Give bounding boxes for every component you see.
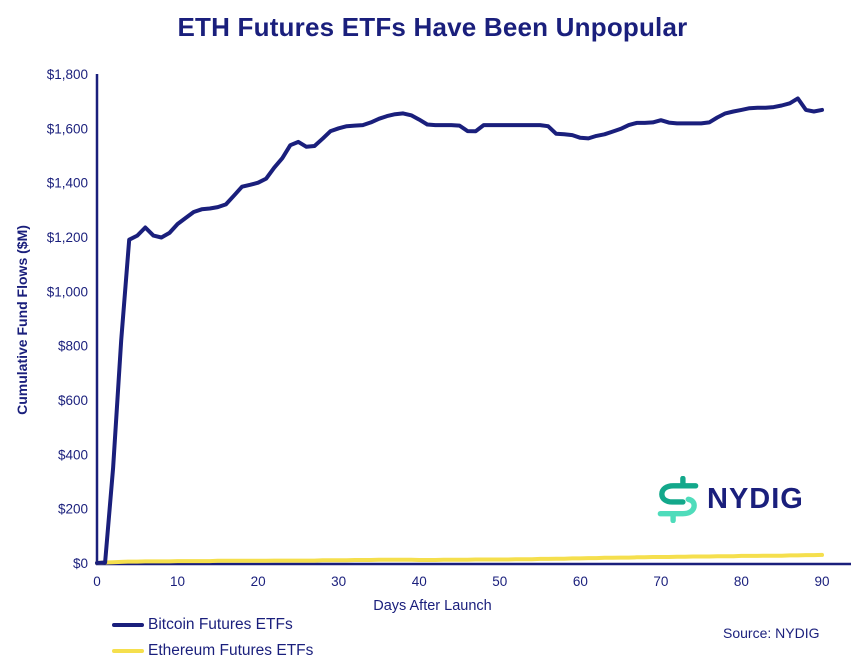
chart-title: ETH Futures ETFs Have Been Unpopular bbox=[177, 12, 688, 42]
nydig-dollar-icon bbox=[657, 476, 699, 523]
x-tick-label: 70 bbox=[653, 574, 668, 589]
x-tick-label: 60 bbox=[573, 574, 588, 589]
y-tick-label: $400 bbox=[58, 447, 88, 462]
x-tick-label: 90 bbox=[814, 574, 829, 589]
nydig-logo: NYDIG bbox=[656, 476, 804, 523]
y-tick-label: $800 bbox=[58, 339, 88, 354]
legend: Bitcoin Futures ETFs Ethereum Futures ET… bbox=[112, 612, 313, 661]
x-tick-label: 50 bbox=[492, 574, 507, 589]
x-tick-label: 30 bbox=[331, 574, 346, 589]
y-tick-label: $1,800 bbox=[47, 67, 88, 82]
y-tick-label: $1,400 bbox=[47, 176, 88, 191]
x-tick-label: 40 bbox=[412, 574, 427, 589]
bitcoin-futures-line bbox=[95, 96, 824, 565]
y-tick-label: $1,600 bbox=[47, 121, 88, 136]
source-note: Source: NYDIG bbox=[723, 625, 820, 641]
x-tick-label: 80 bbox=[734, 574, 749, 589]
ethereum-futures-line bbox=[95, 552, 824, 565]
legend-label-bitcoin: Bitcoin Futures ETFs bbox=[148, 616, 293, 633]
x-tick-label: 0 bbox=[93, 574, 101, 589]
x-tick-label: 20 bbox=[251, 574, 266, 589]
legend-label-ethereum: Ethereum Futures ETFs bbox=[148, 642, 314, 659]
ethereum-line-swatch bbox=[112, 649, 144, 653]
legend-item-bitcoin: Bitcoin Futures ETFs bbox=[112, 612, 313, 638]
x-tick-label: 10 bbox=[170, 574, 185, 589]
y-tick-label: $1,200 bbox=[47, 230, 88, 245]
y-tick-label: $600 bbox=[58, 393, 88, 408]
y-tick-label: $0 bbox=[73, 556, 88, 571]
nydig-logo-text: NYDIG bbox=[707, 483, 804, 515]
bitcoin-line-swatch bbox=[112, 623, 144, 627]
y-tick-label: $200 bbox=[58, 502, 88, 517]
y-tick-label: $1,000 bbox=[47, 284, 88, 299]
legend-item-ethereum: Ethereum Futures ETFs bbox=[112, 638, 313, 661]
x-axis-title: Days After Launch bbox=[373, 598, 492, 614]
